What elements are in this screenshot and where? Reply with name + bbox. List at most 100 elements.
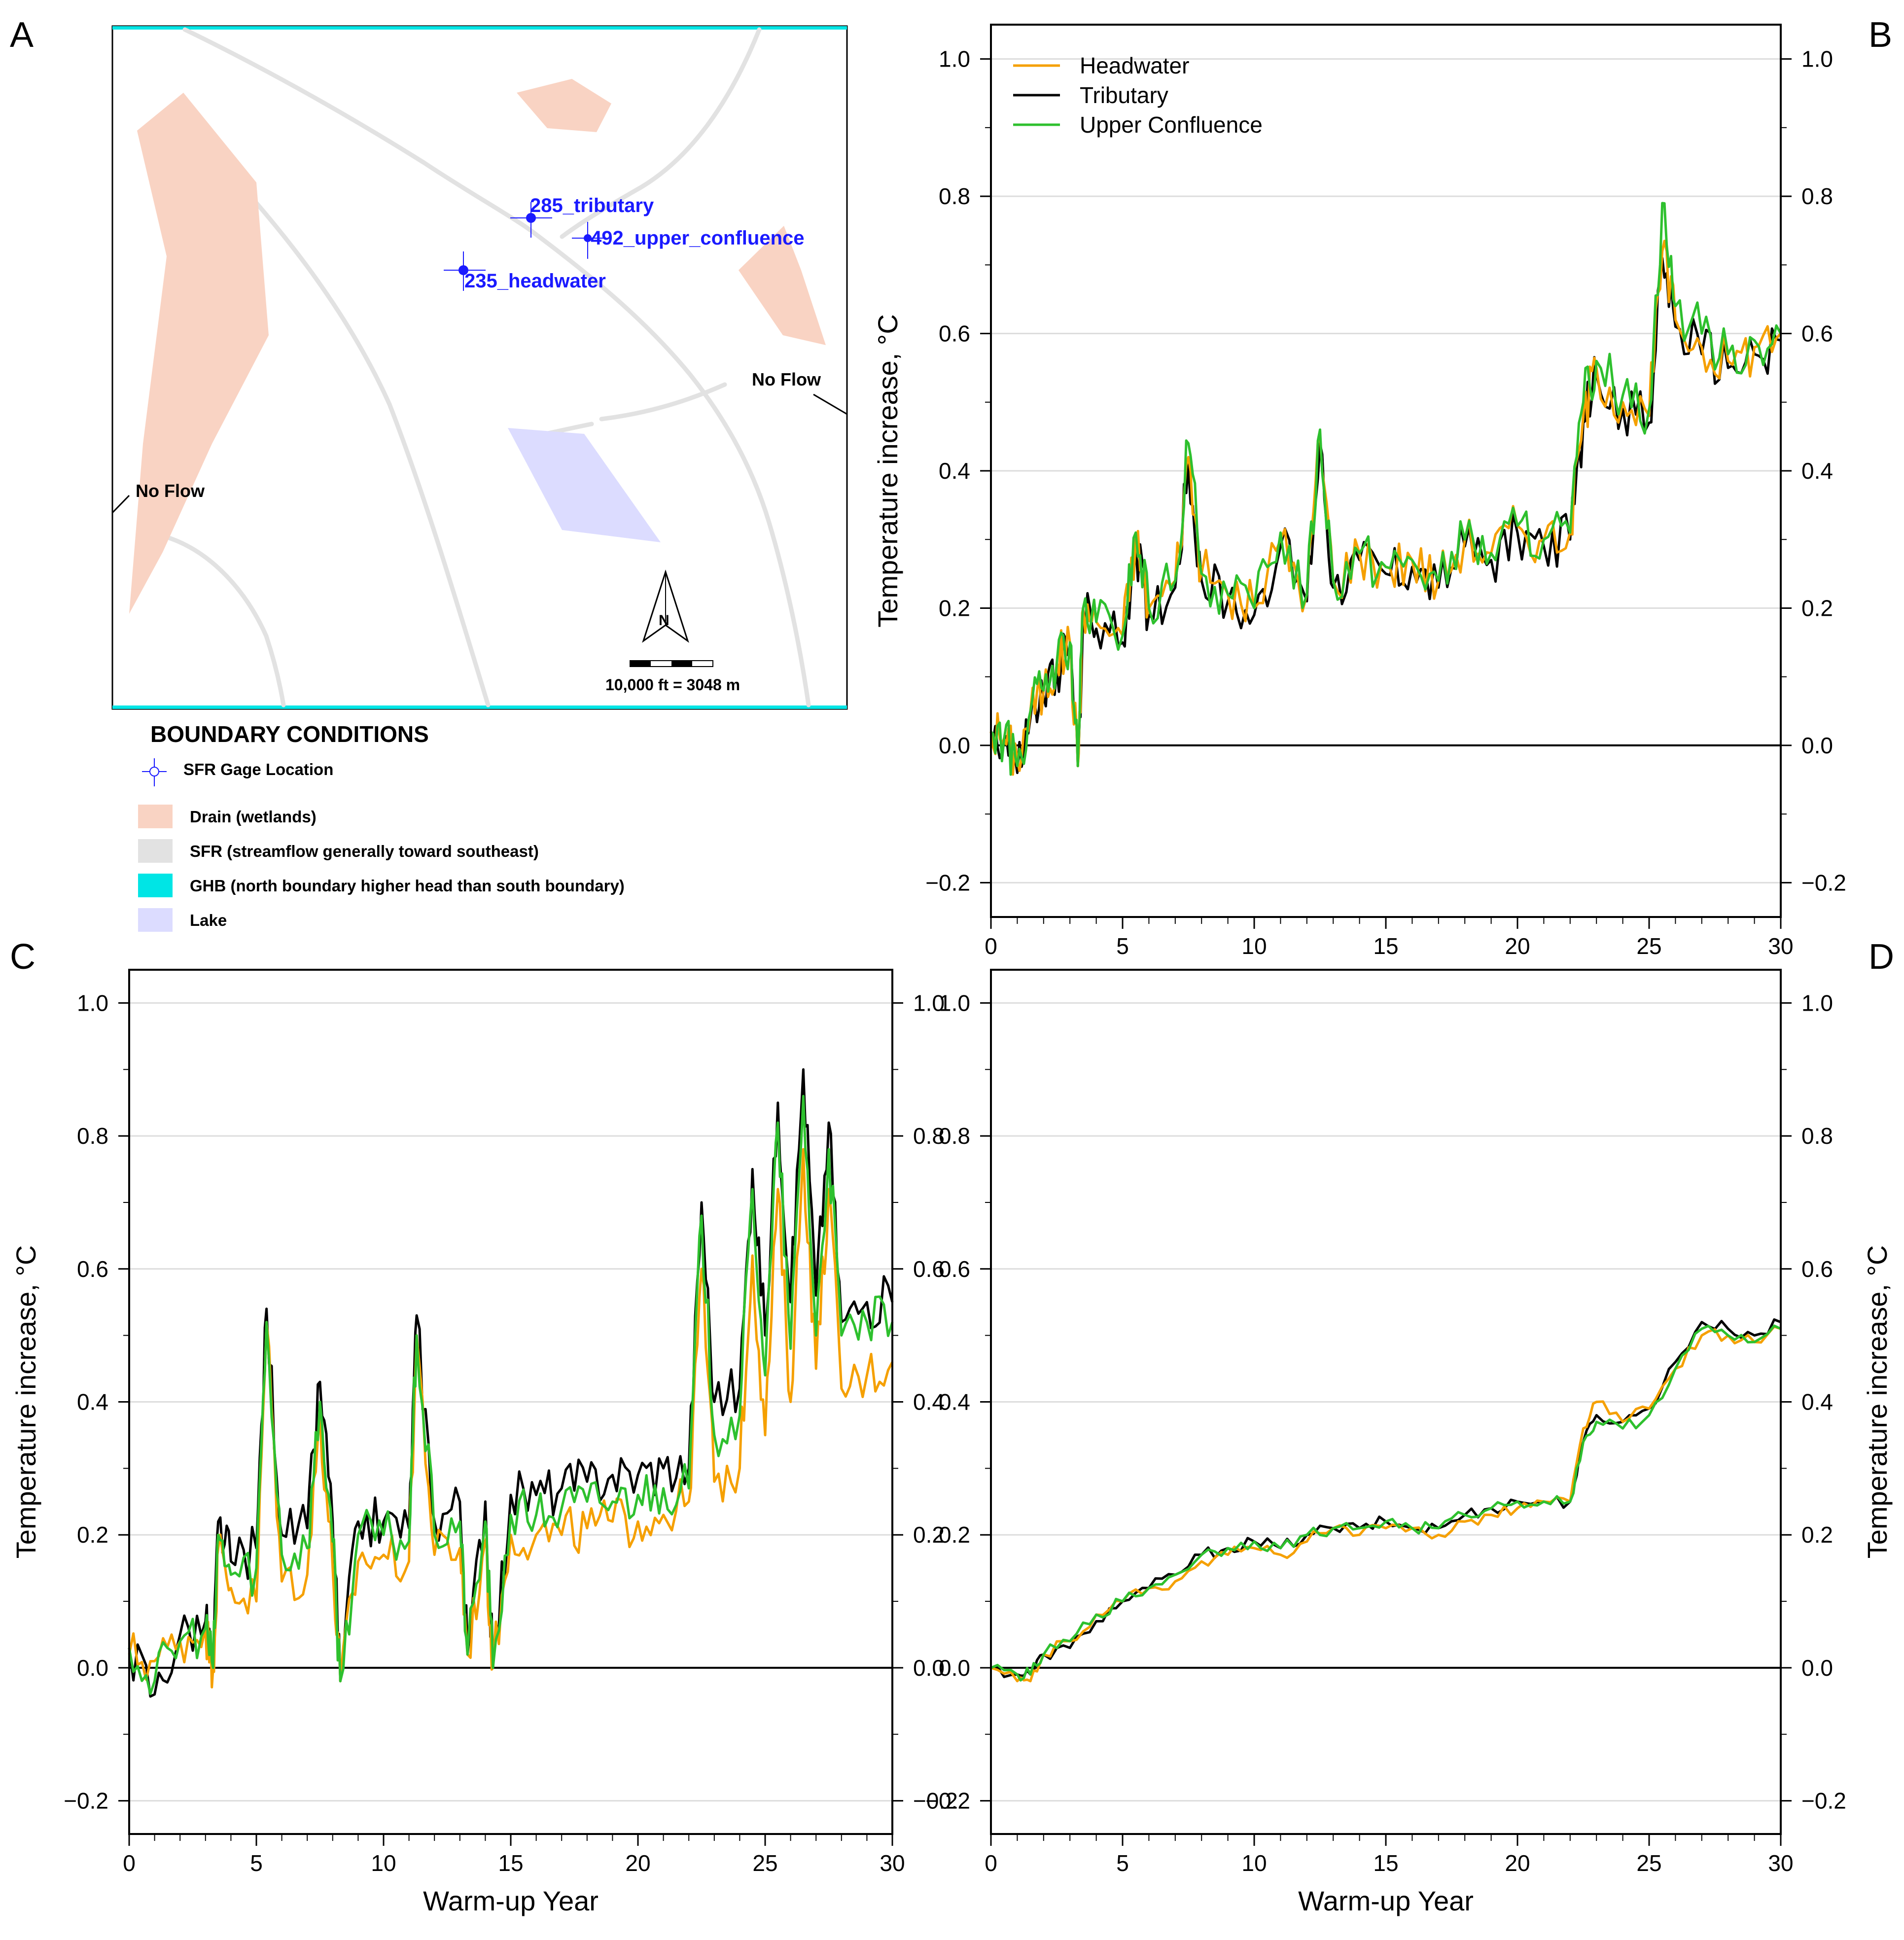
ytick-label-right-c-2: 0.2	[913, 1522, 945, 1548]
legend-label-headwater: Headwater	[1080, 53, 1189, 78]
ytick-label-left-d-4: 0.6	[939, 1256, 970, 1282]
series-line-d-headwater	[990, 1325, 1781, 1683]
legend-swatch-ghb	[138, 874, 173, 897]
ytick-label-right-d-3: 0.4	[1801, 1389, 1833, 1415]
ytick-label-right-d-0: −0.2	[1801, 1788, 1846, 1814]
panel-label-b: B	[1869, 15, 1892, 55]
y-axis-label-d: Temperature increase, °C	[1862, 1245, 1893, 1559]
chart-legend-b: Headwater Tributary Upper Confluence	[1013, 53, 1263, 138]
legend-swatch-drain	[138, 805, 173, 828]
boundary-conditions-legend: BOUNDARY CONDITIONS SFR Gage Location Dr…	[138, 721, 625, 932]
gage-upper-confluence: 492_upper_confluence	[572, 222, 805, 259]
xtick-label-c-2: 10	[371, 1850, 396, 1876]
series-line-c-headwater	[128, 1148, 894, 1689]
xtick-label-b-2: 10	[1241, 933, 1267, 959]
legend-label-lake: Lake	[190, 911, 227, 929]
legend-item-ghb: GHB (north boundary higher head than sou…	[138, 874, 625, 897]
panel-label-d: D	[1869, 937, 1894, 977]
sfr-stream-west	[205, 145, 491, 707]
ytick-label-left-b-0: −0.2	[925, 870, 970, 895]
ytick-label-right-d-6: 1.0	[1801, 990, 1833, 1016]
xtick-label-b-6: 30	[1768, 933, 1793, 959]
x-axis-label-c: Warm-up Year	[423, 1885, 599, 1916]
legend-label-upper-confluence: Upper Confluence	[1080, 112, 1263, 138]
ytick-label-left-c-0: −0.2	[64, 1788, 108, 1814]
xtick-label-b-1: 5	[1116, 933, 1129, 959]
ytick-label-right-c-0: −0.2	[913, 1788, 958, 1814]
gage-label-headwater: 235_headwater	[464, 270, 606, 292]
ytick-label-right-b-5: 0.8	[1801, 183, 1833, 209]
no-flow-marker-east	[813, 393, 847, 415]
xtick-label-d-6: 30	[1768, 1850, 1793, 1876]
chart-panel-d: −0.2 −0.2 0.0 0.0 0.2 0.2 0.4 0.4 0.6 0.6 0.8 0.8 1.…	[925, 969, 1893, 1916]
ytick-label-left-d-3: 0.4	[939, 1389, 970, 1415]
xtick-label-d-4: 20	[1505, 1850, 1530, 1876]
legend-label-drain: Drain (wetlands)	[190, 808, 317, 826]
gage-tributary: 285_tributary	[510, 195, 654, 238]
legend-item-gage: SFR Gage Location	[142, 758, 333, 786]
ytick-label-right-b-6: 1.0	[1801, 46, 1833, 72]
legend-swatch-lake	[138, 908, 173, 932]
gage-symbol-icon	[142, 758, 167, 786]
drain-east-wetland	[739, 226, 826, 345]
ytick-label-left-b-5: 0.8	[939, 183, 970, 209]
ytick-label-left-d-2: 0.2	[939, 1522, 970, 1548]
ytick-label-right-b-1: 0.0	[1801, 733, 1833, 758]
xtick-label-c-1: 5	[250, 1850, 263, 1876]
ytick-label-right-d-2: 0.2	[1801, 1522, 1833, 1548]
ytick-label-right-b-0: −0.2	[1801, 870, 1846, 895]
scale-label: 10,000 ft = 3048 m	[605, 676, 740, 694]
y-axis-label-c: Temperature increase, °C	[10, 1245, 41, 1559]
xtick-label-c-0: 0	[123, 1850, 136, 1876]
ytick-label-left-b-4: 0.6	[939, 321, 970, 347]
ytick-label-right-d-5: 0.8	[1801, 1123, 1833, 1149]
gage-headwater: 235_headwater	[444, 251, 606, 292]
ytick-label-left-d-6: 1.0	[939, 990, 970, 1016]
panel-label-a: A	[10, 15, 34, 55]
series-line-b-upper_confluence	[990, 202, 1782, 776]
ytick-label-right-c-6: 1.0	[913, 990, 945, 1016]
gage-point-headwater	[458, 265, 468, 275]
ytick-label-right-d-4: 0.6	[1801, 1256, 1833, 1282]
ytick-label-left-c-1: 0.0	[77, 1655, 108, 1681]
drain-north-wetland	[517, 79, 611, 132]
ytick-label-left-c-5: 0.8	[77, 1123, 108, 1149]
x-axis-label-d: Warm-up Year	[1298, 1885, 1474, 1916]
xtick-label-d-0: 0	[985, 1850, 997, 1876]
north-arrow-icon: N	[642, 569, 689, 643]
sfr-stream-east-branch	[599, 382, 727, 422]
series-line-c-upper_confluence	[128, 1094, 894, 1695]
no-flow-label-west: No Flow	[136, 481, 205, 501]
xtick-label-c-6: 30	[880, 1850, 905, 1876]
ytick-label-left-c-4: 0.6	[77, 1256, 108, 1282]
gage-label-upper-confluence: 492_upper_confluence	[591, 227, 805, 249]
legend-label-gage: SFR Gage Location	[183, 760, 333, 778]
xtick-label-b-5: 25	[1636, 933, 1661, 959]
no-flow-marker-west	[111, 494, 130, 514]
ytick-label-left-b-3: 0.4	[939, 458, 970, 484]
lake	[508, 428, 661, 542]
panel-label-c: C	[10, 937, 35, 977]
ytick-label-left-c-6: 1.0	[77, 990, 108, 1016]
sfr-stream-main	[182, 27, 811, 707]
sfr-stream-southwest	[165, 535, 286, 707]
xtick-label-d-2: 10	[1241, 1850, 1267, 1876]
drain-west-wetland	[129, 93, 269, 614]
ytick-label-right-c-1: 0.0	[913, 1655, 945, 1681]
legend-label-sfr: SFR (streamflow generally toward southea…	[190, 842, 539, 860]
ytick-label-left-b-1: 0.0	[939, 733, 970, 758]
legend-title: BOUNDARY CONDITIONS	[150, 721, 429, 747]
ytick-label-left-b-6: 1.0	[939, 46, 970, 72]
xtick-label-c-4: 20	[625, 1850, 650, 1876]
ytick-label-left-b-2: 0.2	[939, 595, 970, 621]
legend-label-ghb: GHB (north boundary higher head than sou…	[190, 877, 625, 895]
y-axis-label-b: Temperature increase, °C	[872, 314, 903, 628]
legend-label-tributary: Tributary	[1080, 82, 1168, 108]
xtick-label-b-0: 0	[985, 933, 997, 959]
ytick-label-left-d-5: 0.8	[939, 1123, 970, 1149]
xtick-label-d-5: 25	[1636, 1850, 1661, 1876]
gage-label-tributary: 285_tributary	[530, 195, 654, 216]
series-line-b-headwater	[989, 240, 1782, 776]
xtick-label-b-4: 20	[1505, 933, 1530, 959]
